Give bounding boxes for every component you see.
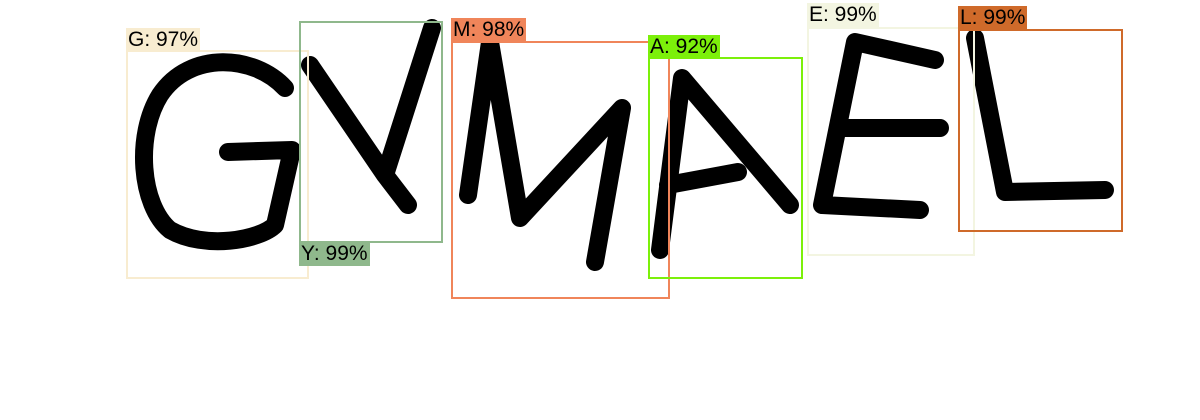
- bbox-m: [451, 41, 670, 299]
- label-g: G: 97%: [126, 28, 201, 52]
- glyph-e: [813, 33, 949, 219]
- glyph-y: [301, 19, 441, 214]
- label-l: L: 99%: [958, 6, 1028, 30]
- label-m: M: 98%: [451, 18, 527, 42]
- bbox-l: [958, 29, 1123, 232]
- bbox-g: [126, 50, 309, 279]
- bbox-y: [299, 21, 443, 243]
- glyph-a: [651, 69, 799, 259]
- glyph-g: [135, 53, 301, 251]
- label-e: E: 99%: [807, 3, 879, 27]
- label-a: A: 92%: [648, 35, 720, 59]
- bbox-a: [648, 57, 803, 279]
- glyph-l: [966, 29, 1114, 201]
- label-y: Y: 99%: [299, 242, 370, 266]
- bbox-e: [807, 27, 975, 256]
- glyph-m: [459, 33, 631, 271]
